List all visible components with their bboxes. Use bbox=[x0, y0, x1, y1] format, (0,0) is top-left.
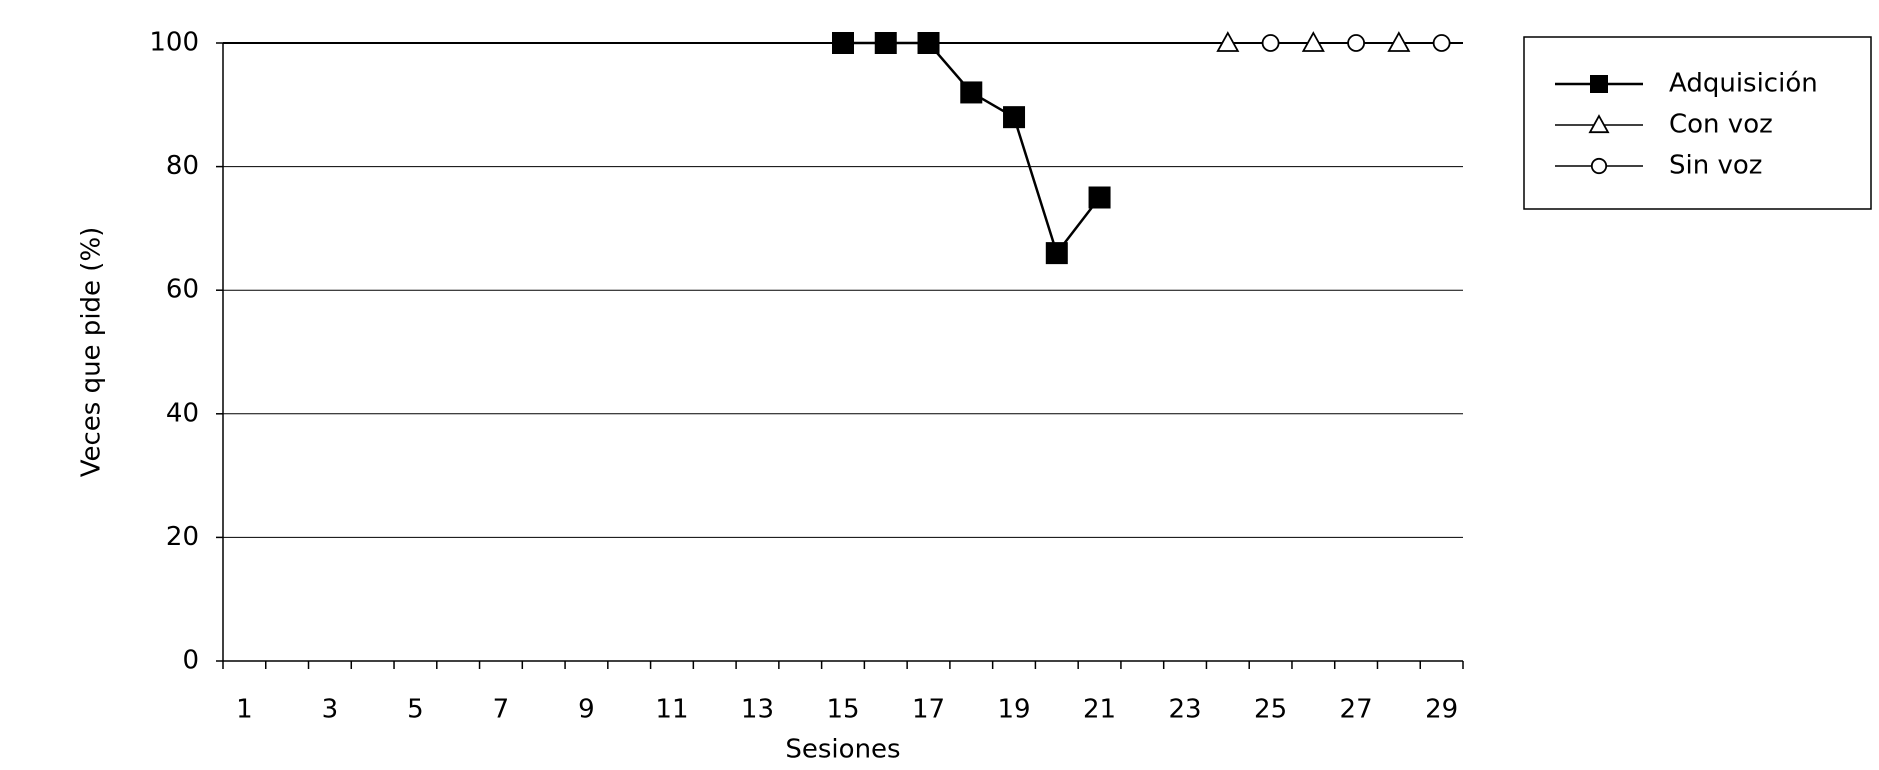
y-tick-label: 0 bbox=[182, 646, 199, 676]
marker-circle bbox=[1432, 34, 1451, 52]
y-tick-label: 20 bbox=[166, 522, 199, 552]
x-tick-label: 13 bbox=[741, 695, 774, 725]
x-tick-label: 7 bbox=[493, 695, 510, 725]
y-tick-label: 100 bbox=[149, 28, 199, 58]
x-tick-label: 15 bbox=[826, 695, 859, 725]
marker-square bbox=[1045, 242, 1068, 265]
marker-square bbox=[1003, 106, 1026, 129]
legend-label: Con voz bbox=[1669, 110, 1773, 140]
marker-circle bbox=[1590, 157, 1608, 175]
x-tick-label: 9 bbox=[578, 695, 595, 725]
x-tick-label: 19 bbox=[997, 695, 1030, 725]
x-tick-label: 5 bbox=[407, 695, 424, 725]
marker-square bbox=[1590, 75, 1608, 93]
y-tick-label: 80 bbox=[166, 151, 199, 181]
marker-triangle bbox=[1387, 31, 1411, 52]
x-tick-label: 17 bbox=[912, 695, 945, 725]
x-tick-label: 25 bbox=[1254, 695, 1287, 725]
legend-box bbox=[1523, 36, 1872, 210]
x-tick-label: 3 bbox=[322, 695, 339, 725]
x-tick-label: 11 bbox=[655, 695, 688, 725]
marker-triangle bbox=[1588, 114, 1610, 134]
marker-square bbox=[832, 32, 854, 54]
series-line bbox=[843, 41, 1101, 256]
marker-circle bbox=[1261, 34, 1280, 52]
x-tick-label: 27 bbox=[1340, 695, 1373, 725]
y-tick-label: 40 bbox=[166, 398, 199, 428]
marker-square bbox=[874, 32, 897, 54]
marker-triangle bbox=[1301, 31, 1325, 52]
x-tick-label: 29 bbox=[1425, 695, 1458, 725]
marker-square bbox=[960, 81, 983, 104]
legend-label: Adquisición bbox=[1669, 69, 1818, 99]
legend-label: Sin voz bbox=[1669, 151, 1762, 181]
y-tick-label: 60 bbox=[166, 275, 199, 305]
y-axis-label: Veces que pide (%) bbox=[77, 227, 107, 478]
marker-triangle bbox=[1216, 31, 1240, 52]
x-tick-label: 1 bbox=[236, 695, 253, 725]
x-tick-label: 23 bbox=[1169, 695, 1202, 725]
marker-square bbox=[1088, 186, 1111, 209]
x-tick-label: 21 bbox=[1083, 695, 1116, 725]
marker-square bbox=[917, 32, 940, 54]
x-axis-label: Sesiones bbox=[785, 735, 900, 765]
marker-circle bbox=[1347, 34, 1366, 52]
